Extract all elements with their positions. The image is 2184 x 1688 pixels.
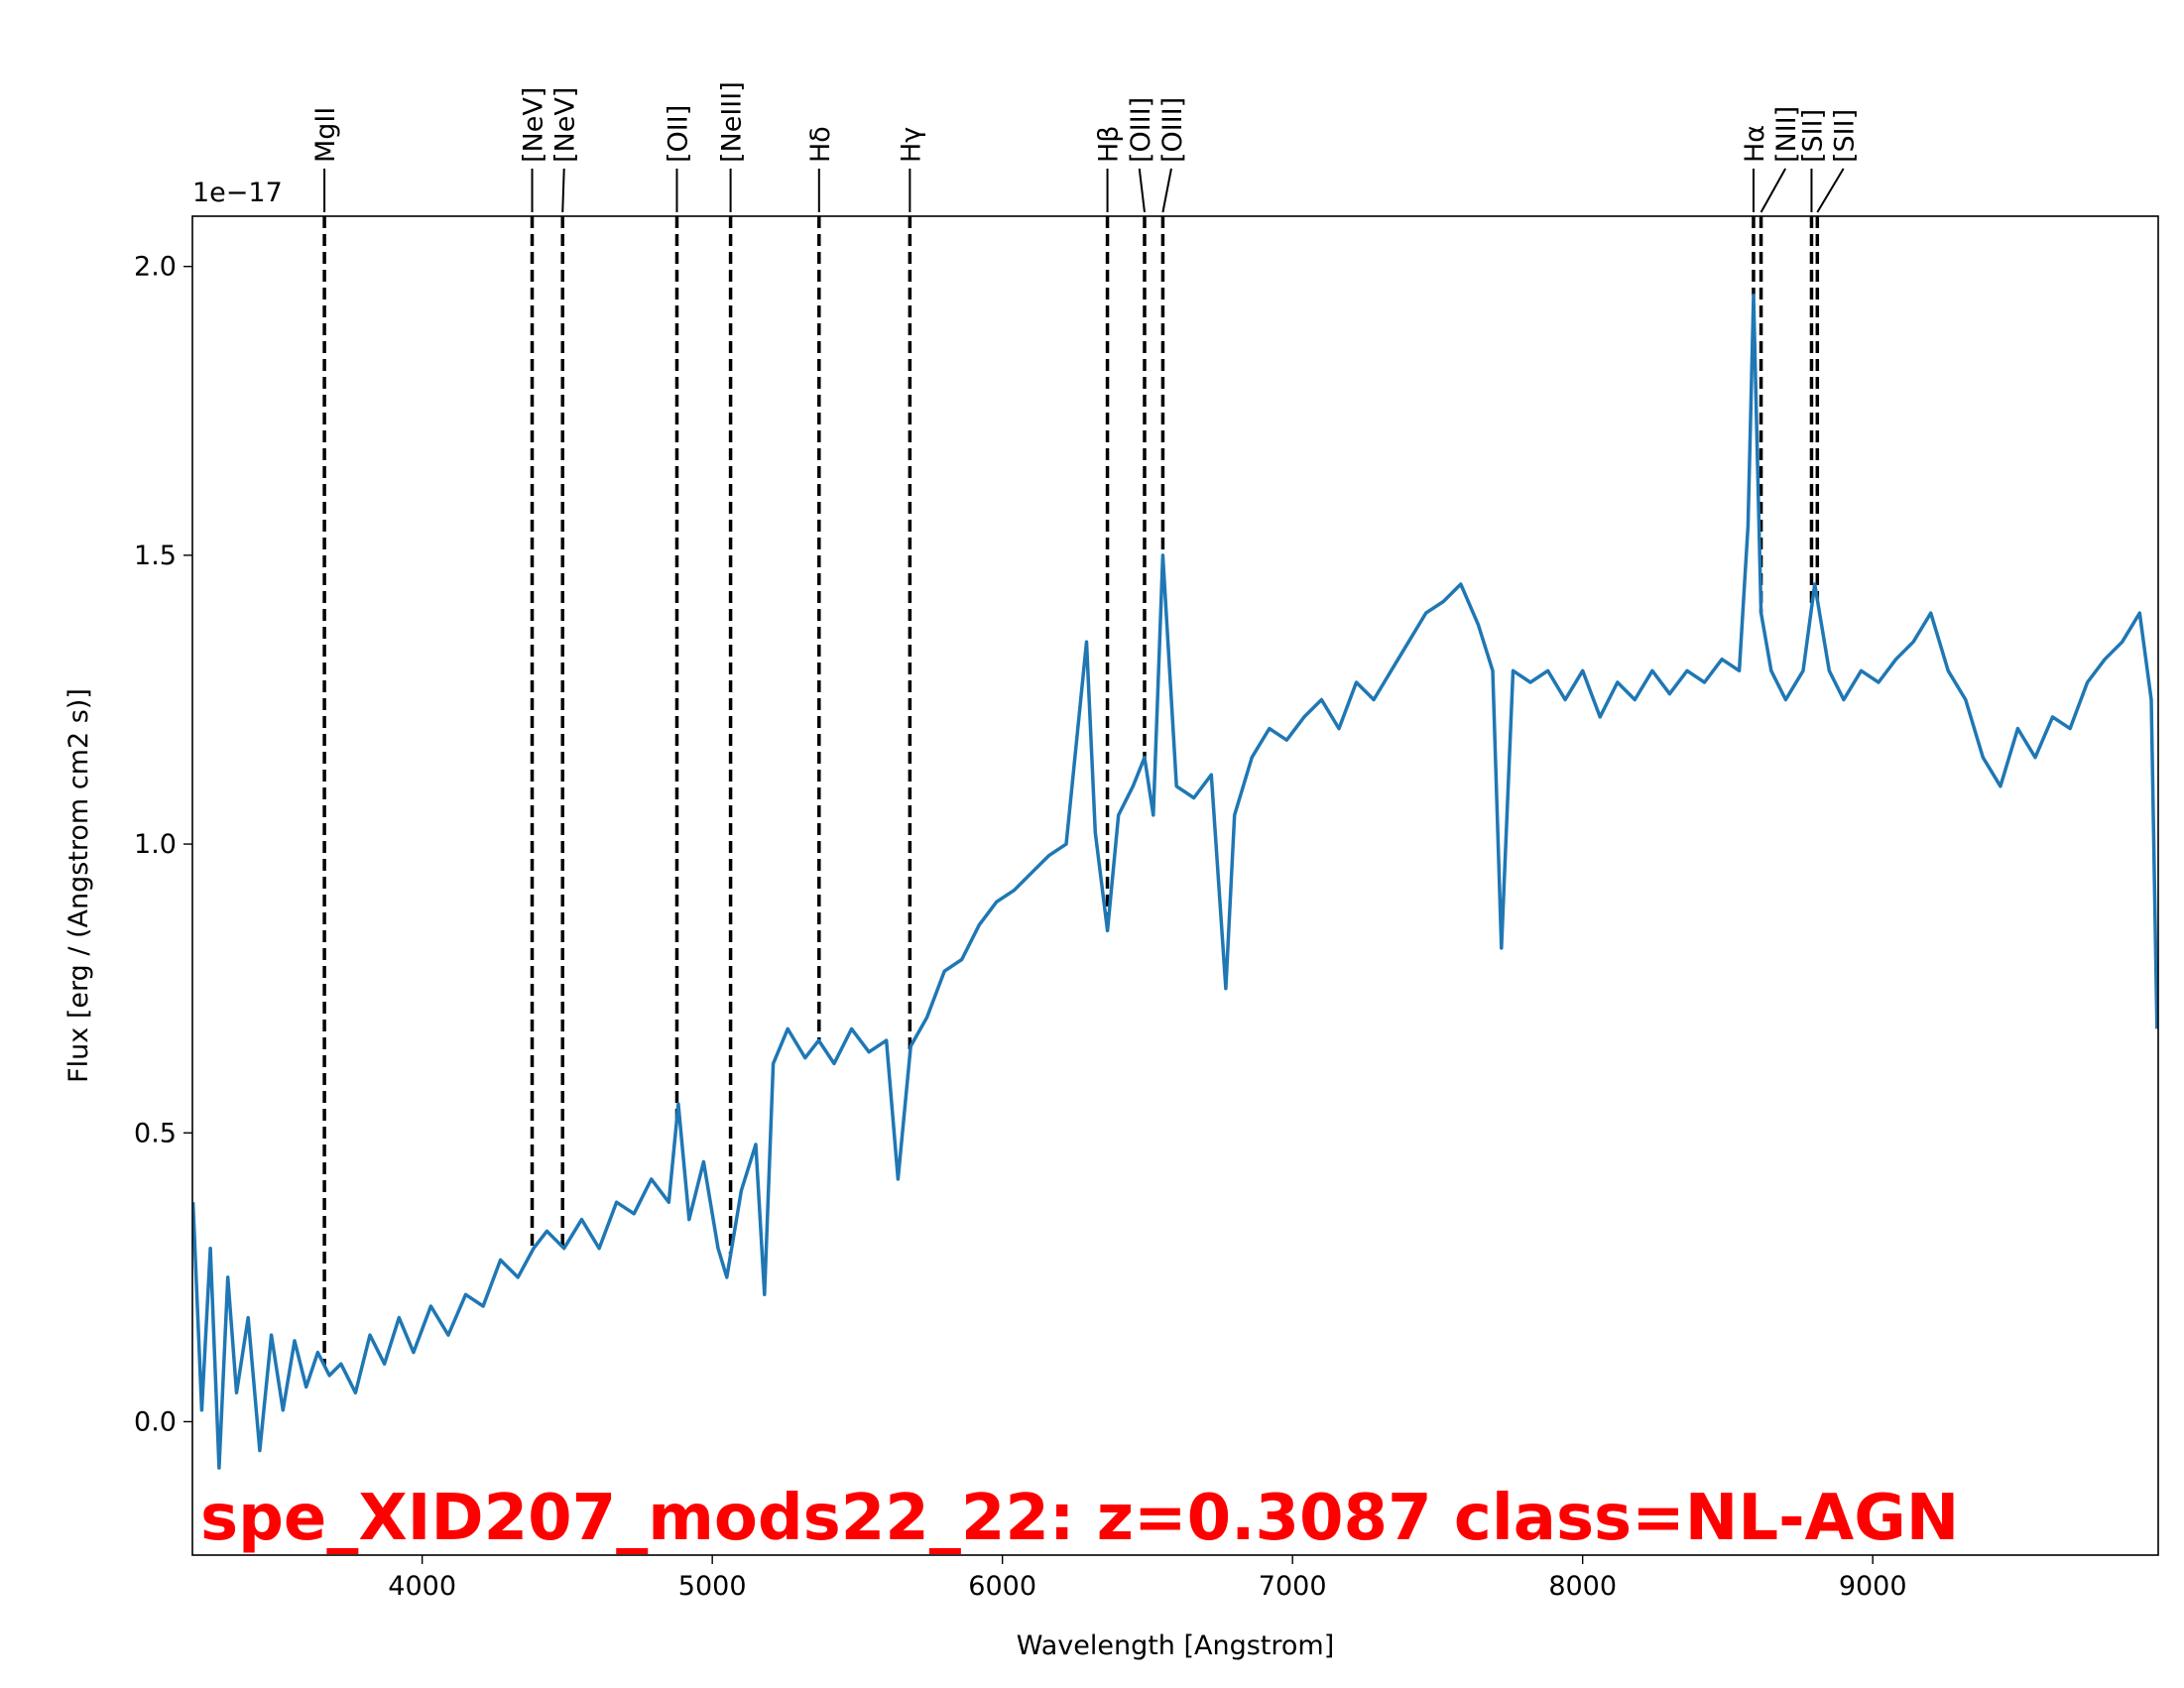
emission-line-label: [SII] xyxy=(1797,109,1828,163)
emission-line-label: MgII xyxy=(310,107,341,163)
x-tick-label: 6000 xyxy=(968,1571,1036,1602)
label-connector xyxy=(1161,168,1172,213)
emission-line-label: [NeV] xyxy=(519,87,549,163)
emission-line-label: [OIII] xyxy=(1157,97,1188,163)
x-tick-label: 5000 xyxy=(678,1571,747,1602)
label-connector xyxy=(1816,168,1845,213)
emission-line-label: [OII] xyxy=(663,105,693,163)
y-tick-label: 2.0 xyxy=(134,252,177,283)
y-tick-label: 0.0 xyxy=(134,1406,177,1437)
emission-line-label: [NeIII] xyxy=(717,81,748,163)
plot-frame xyxy=(191,215,2159,1556)
emission-line-label: Hα xyxy=(1740,125,1770,163)
emission-line-label: Hδ xyxy=(805,126,836,163)
annotation: spe_XID207_mods22_22: z=0.3087 class=NL-… xyxy=(200,1482,1959,1555)
label-connector xyxy=(561,168,565,213)
y-axis-label: Flux [erg / (Angstrom cm2 s)] xyxy=(63,688,94,1083)
emission-line-label: [OIII] xyxy=(1126,97,1156,163)
plot-area xyxy=(192,294,2158,1470)
x-tick-label: 8000 xyxy=(1548,1571,1617,1602)
x-tick-label: 4000 xyxy=(388,1571,456,1602)
y-offset-label: 1e−17 xyxy=(192,178,283,208)
y-tick-label: 1.5 xyxy=(134,541,177,571)
x-tick-label: 7000 xyxy=(1259,1571,1327,1602)
x-tick-label: 9000 xyxy=(1839,1571,1907,1602)
emission-line-label: [NII] xyxy=(1771,106,1802,163)
emission-line-label: Hγ xyxy=(896,127,926,163)
y-tick-label: 0.5 xyxy=(134,1118,177,1148)
emission-line-label: Hβ xyxy=(1094,125,1125,163)
spectrum-line xyxy=(192,294,2158,1470)
x-axis-label: Wavelength [Angstrom] xyxy=(1017,1630,1335,1661)
emission-line-label: [NeV] xyxy=(550,87,581,163)
label-connector xyxy=(1759,168,1787,213)
label-connector xyxy=(1138,168,1146,213)
emission-line-label: [SII] xyxy=(1830,109,1861,163)
y-tick-label: 1.0 xyxy=(134,829,177,860)
